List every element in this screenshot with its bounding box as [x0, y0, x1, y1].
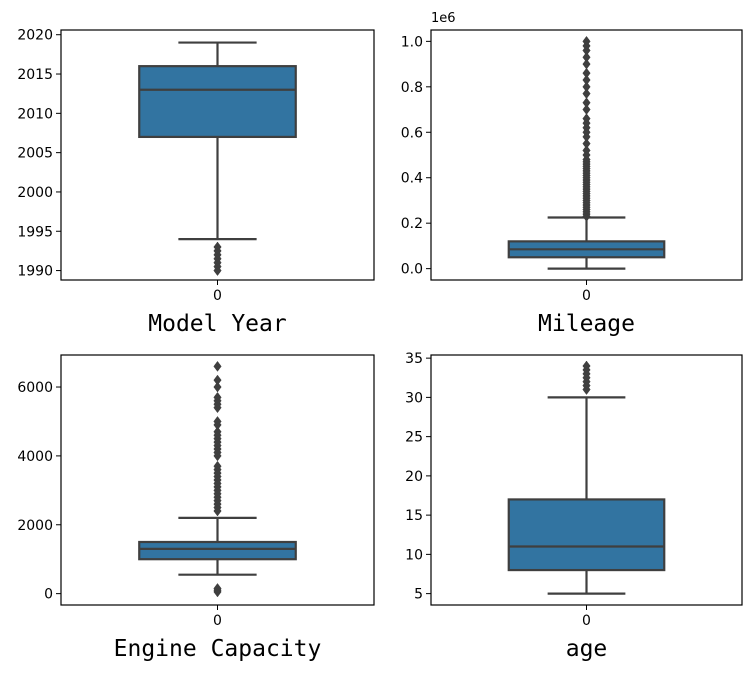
- model-year-outlier: [213, 265, 222, 276]
- panel-engine-capacity: 0 2000 4000 6000 0 Engine Capacity: [17, 354, 375, 662]
- model-year-box: [138, 65, 297, 139]
- engine-capacity-xlabel: Engine Capacity: [114, 636, 322, 662]
- mileage-outlier: [582, 35, 591, 47]
- mileage-outlier: [582, 81, 591, 93]
- engine-capacity-ytick-label: 0: [44, 587, 53, 603]
- engine-capacity-outlier: [213, 583, 222, 594]
- age-outlier: [582, 360, 591, 372]
- engine-capacity-xtick-label: 0: [213, 613, 222, 629]
- mileage-ytick-label: 0.6: [401, 125, 423, 141]
- age-ytick-label: 15: [405, 508, 423, 524]
- model-year-ytick-label: 1995: [17, 224, 53, 240]
- model-year-ytick-label: 2005: [17, 146, 53, 162]
- mileage-outlier: [582, 97, 591, 109]
- mileage-ytick-label: 0.4: [401, 171, 423, 187]
- age-ytick-label: 5: [414, 587, 423, 603]
- mileage-outlier: [582, 145, 591, 156]
- mileage-outlier: [582, 74, 591, 86]
- engine-capacity-outlier: [213, 391, 222, 403]
- engine-capacity-outlier: [213, 460, 222, 472]
- engine-capacity-outlier: [213, 374, 222, 386]
- model-year-ytick-label: 2015: [17, 67, 53, 83]
- panel-mileage: 0.0 0.2 0.4 0.6 0.8 1.0 0 Mileage 1e6: [401, 11, 743, 337]
- age-xtick-label: 0: [582, 613, 591, 629]
- panel-age: 5 10 15 20 25 30 35 0 age: [405, 351, 743, 662]
- engine-capacity-ytick-label: 2000: [17, 518, 53, 534]
- model-year-ytick-label: 2000: [17, 185, 53, 201]
- mileage-outlier: [582, 138, 591, 150]
- mileage-outlier: [582, 88, 591, 100]
- engine-capacity-ytick-label: 4000: [17, 449, 53, 465]
- age-ytick-label: 20: [405, 469, 423, 485]
- age-ytick-label: 30: [405, 390, 423, 406]
- model-year-ytick-label: 2020: [17, 28, 53, 44]
- engine-capacity-axes-frame: [60, 354, 375, 606]
- mileage-ytick-label: 0.0: [401, 262, 423, 278]
- engine-capacity-ytick-label: 6000: [17, 380, 53, 396]
- model-year-xtick-label: 0: [213, 288, 222, 304]
- engine-capacity-box: [138, 540, 297, 561]
- engine-capacity-outlier: [213, 360, 222, 372]
- model-year-ytick-label: 2010: [17, 106, 53, 122]
- model-year-axes-frame: [60, 29, 375, 281]
- model-year-ytick-label: 1990: [17, 264, 53, 280]
- mileage-ytick-label: 0.8: [401, 80, 423, 96]
- mileage-outlier: [582, 67, 591, 79]
- mileage-ytick-label: 0.2: [401, 216, 423, 232]
- age-xlabel: age: [566, 636, 608, 662]
- age-ytick-label: 10: [405, 547, 423, 563]
- mileage-outlier: [582, 104, 591, 115]
- mileage-ytick-label: 1.0: [401, 34, 423, 50]
- age-ytick-label: 25: [405, 430, 423, 446]
- mileage-outlier: [582, 51, 591, 63]
- mileage-xtick-label: 0: [582, 288, 591, 304]
- age-axes-frame: [430, 354, 743, 606]
- mileage-offset-text: 1e6: [431, 11, 456, 26]
- age-ytick-label: 35: [405, 351, 423, 367]
- model-year-xlabel: Model Year: [148, 311, 286, 337]
- mileage-axes-frame: [430, 29, 743, 281]
- age-box: [507, 498, 666, 572]
- engine-capacity-outlier: [213, 416, 222, 427]
- panel-model-year: 1990 1995 2000 2005 2010 2015 2020 0 Model Year: [17, 28, 375, 337]
- mileage-outlier: [582, 113, 591, 125]
- mileage-outlier: [582, 58, 591, 70]
- engine-capacity-outlier: [213, 381, 222, 393]
- engine-capacity-outlier: [213, 426, 222, 438]
- mileage-xlabel: Mileage: [538, 311, 635, 337]
